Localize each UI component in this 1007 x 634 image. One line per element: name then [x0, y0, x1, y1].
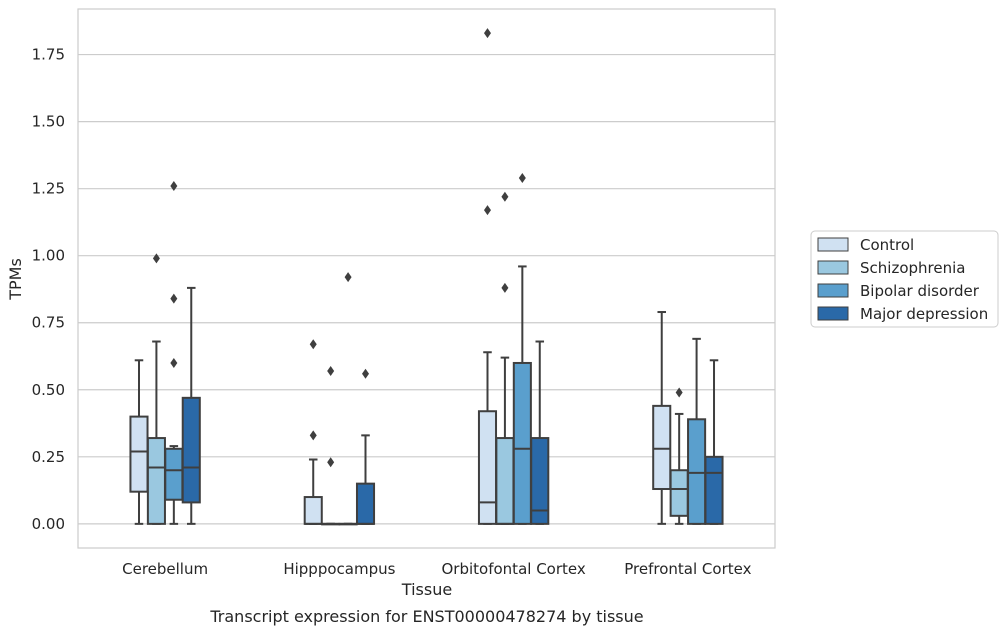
box-schizophrenia [669, 387, 689, 525]
outlier-point [362, 368, 370, 379]
box-control [652, 311, 672, 525]
legend-swatch [817, 260, 849, 275]
box-schizophrenia [321, 366, 341, 526]
box-control [129, 359, 149, 525]
outlier-point [483, 28, 491, 39]
legend-frame [810, 230, 999, 328]
box-body [704, 455, 724, 525]
box-body [652, 404, 672, 491]
y-tick-label: 1.00 [32, 247, 65, 265]
box-body [303, 496, 323, 525]
box-body [146, 437, 166, 525]
y-tick-label: 0.50 [32, 381, 65, 399]
box-control [477, 28, 498, 525]
box-body [669, 469, 689, 517]
legend-label: Bipolar disorder [860, 282, 980, 300]
outlier-point [170, 357, 178, 368]
outlier-point [170, 293, 178, 304]
legend-label: Major depression [860, 305, 988, 323]
y-tick-label: 0.00 [32, 515, 65, 533]
box-body [164, 447, 184, 501]
legend-swatch [817, 237, 849, 252]
box-body [355, 482, 376, 525]
legend-label: Control [860, 236, 914, 254]
box-major-depression [530, 340, 550, 525]
y-tick-label: 1.50 [32, 113, 65, 131]
x-tick-label: Prefrontal Cortex [624, 560, 751, 578]
chart-title: Transcript expression for ENST0000047827… [209, 607, 643, 626]
x-tick-label: Hipppocampus [283, 560, 395, 578]
box-major-depression [181, 286, 201, 525]
outlier-point [327, 457, 335, 468]
box-schizophrenia [146, 253, 166, 525]
legend: Control Schizophrenia Bipolar disorder Majo… [810, 230, 999, 328]
y-tick-label: 1.25 [32, 180, 65, 198]
y-axis-label: TPMs [6, 258, 25, 301]
outlier-point [309, 430, 317, 441]
box-major-depression [355, 368, 376, 525]
legend-swatch [817, 283, 849, 298]
box-body [129, 415, 149, 493]
outlier-point [501, 191, 509, 202]
outlier-point [152, 253, 160, 264]
x-tick-labels: Cerebellum Hipppocampus Orbitofontal Corte… [122, 560, 751, 578]
y-tick-label: 0.75 [32, 314, 65, 332]
box-body [477, 410, 498, 525]
box-major-depression [704, 359, 724, 525]
outlier-point [309, 339, 317, 350]
box-body [495, 437, 515, 525]
legend-label: Schizophrenia [860, 259, 965, 277]
box-body [512, 361, 532, 525]
y-tick-label: 1.75 [32, 46, 65, 64]
outlier-point [518, 172, 526, 183]
outlier-point [327, 366, 335, 377]
x-tick-label: Cerebellum [122, 560, 208, 578]
box-series [129, 28, 724, 526]
outlier-point [344, 272, 352, 283]
box-bipolar-disorder [687, 337, 707, 525]
y-tick-labels: 0.00 0.25 0.50 0.75 1.00 1.25 1.50 1.75 [32, 46, 65, 533]
x-tick-label: Orbitofontal Cortex [442, 560, 586, 578]
box-body [181, 396, 201, 504]
y-tick-label: 0.25 [32, 448, 65, 466]
plot-frame [77, 8, 776, 549]
outlier-point [483, 205, 491, 216]
legend-swatch [817, 306, 849, 321]
box-schizophrenia [495, 191, 515, 525]
box-control [303, 339, 323, 525]
outlier-point [675, 387, 683, 398]
outlier-point [501, 282, 509, 293]
outlier-point [170, 180, 178, 191]
box-body [687, 418, 707, 525]
x-axis-label: Tissue [401, 580, 452, 599]
box-body [530, 437, 550, 525]
